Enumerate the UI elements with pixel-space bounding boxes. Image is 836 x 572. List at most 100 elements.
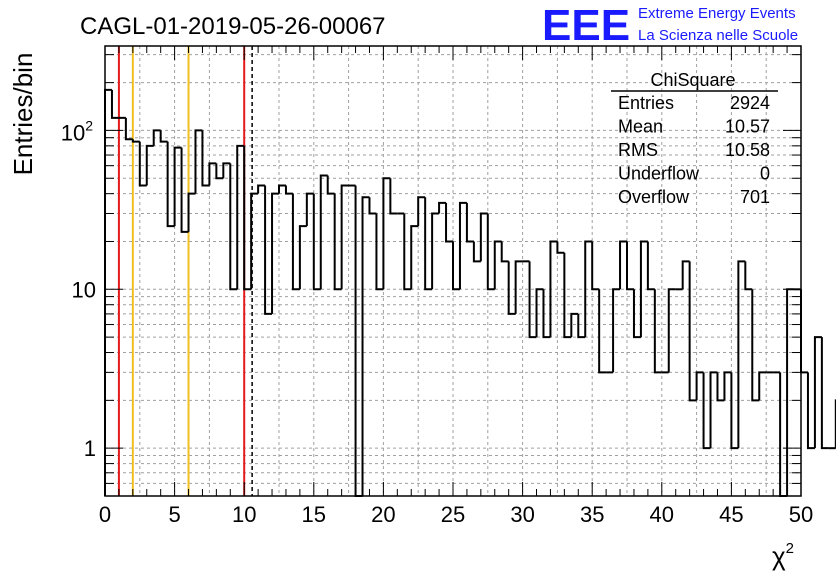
- y-tick-label: 102: [61, 117, 93, 145]
- histogram-bin: [354, 185, 363, 497]
- histogram-bin: [278, 184, 286, 194]
- stats-label: Underflow: [618, 164, 700, 184]
- histogram-bin: [730, 372, 739, 450]
- histogram-bin: [110, 89, 119, 119]
- histogram-bin: [187, 192, 196, 232]
- histogram-bin: [291, 193, 300, 291]
- histogram-bin: [549, 240, 558, 338]
- stats-label: Entries: [618, 93, 674, 113]
- histogram-bin: [173, 146, 182, 227]
- histogram-bin: [166, 141, 175, 228]
- histogram-bin: [319, 174, 328, 290]
- x-axis-label: χ2: [772, 540, 794, 571]
- x-tick-label: 40: [650, 502, 674, 527]
- histogram-bin: [159, 130, 168, 143]
- histogram-bin: [201, 130, 210, 187]
- histogram-bin: [236, 144, 245, 290]
- x-tick-label: 35: [580, 502, 604, 527]
- histogram-bin: [500, 241, 509, 263]
- x-tick-label: 10: [232, 502, 256, 527]
- histogram-bin: [250, 192, 259, 290]
- histogram-bin: [145, 144, 154, 186]
- histogram-bin: [438, 201, 447, 214]
- histogram-bin: [556, 241, 565, 254]
- histogram-bin: [298, 225, 307, 290]
- histogram-bin: [716, 372, 725, 402]
- histogram-bin: [389, 178, 398, 215]
- histogram-bin: [229, 163, 238, 291]
- histogram-bin: [800, 289, 808, 374]
- logo-line-1: Extreme Energy Events: [638, 5, 796, 22]
- histogram-bin: [361, 196, 370, 496]
- histogram-bin: [479, 212, 488, 262]
- histogram-bin: [417, 196, 426, 227]
- histogram-bin: [577, 313, 586, 339]
- histogram-bin: [180, 147, 189, 233]
- histogram-bin: [131, 139, 140, 143]
- histogram-bin: [458, 201, 467, 290]
- stats-value: 2924: [730, 93, 770, 113]
- x-axis-label-chi: χ: [772, 541, 786, 571]
- histogram-bin: [305, 192, 314, 227]
- y-axis-label: Entries/bin: [8, 53, 38, 176]
- histogram-bin: [340, 184, 349, 290]
- stats-value: 10.57: [725, 117, 770, 137]
- histogram-bin: [646, 241, 655, 291]
- histogram-bin: [528, 261, 537, 339]
- stats-value: 0: [760, 164, 770, 184]
- histogram-bin: [744, 261, 753, 291]
- histogram-bin: [626, 241, 634, 291]
- histogram-bin: [632, 289, 641, 339]
- x-tick-label: 30: [510, 502, 534, 527]
- grid-lines: [105, 46, 801, 497]
- histogram-bin: [104, 88, 112, 496]
- stats-label: Mean: [618, 117, 663, 137]
- histogram-bin: [445, 202, 453, 243]
- run-title: CAGL-01-2019-05-26-00067: [80, 13, 386, 40]
- x-tick-label: 5: [168, 502, 180, 527]
- histogram-bin: [333, 193, 342, 291]
- histogram-bin: [486, 213, 495, 291]
- histogram-bin: [688, 261, 697, 402]
- cut-lines: [117, 46, 253, 496]
- logo-line-2: La Scienza nelle Scuole: [638, 27, 798, 44]
- histogram-bin: [452, 241, 460, 291]
- x-tick-label: 25: [441, 502, 465, 527]
- histogram-bin: [222, 162, 231, 179]
- histogram-bin: [591, 241, 600, 291]
- x-tick-label: 20: [371, 502, 395, 527]
- histogram-bin: [723, 371, 732, 401]
- histogram-bin: [737, 260, 746, 449]
- histogram-bin: [758, 371, 767, 401]
- histogram-bin: [681, 260, 690, 290]
- histogram-bin: [257, 184, 266, 194]
- stats-box: ChiSquare Entries 2924 Mean 10.57 RMS 10.58 Un…: [611, 70, 778, 207]
- x-tick-label: 45: [719, 502, 743, 527]
- histogram-bin: [786, 288, 795, 496]
- histogram-bin: [542, 289, 551, 339]
- histogram-bin: [124, 117, 133, 141]
- x-tick-label: 50: [789, 502, 813, 527]
- y-tick-label: 1: [84, 436, 96, 461]
- histogram-bin: [667, 288, 676, 373]
- y-tick-label-base: 10: [61, 120, 85, 145]
- eee-logo-mark: EEE: [542, 1, 630, 50]
- histogram-bin: [403, 213, 412, 291]
- histogram-bin: [284, 185, 293, 195]
- histogram-bin: [152, 129, 161, 146]
- histogram-bin: [751, 289, 760, 402]
- histogram-bin: [709, 371, 718, 449]
- y-tick-label-exp: 2: [85, 117, 93, 133]
- histogram-bin: [410, 225, 419, 290]
- histogram-bin: [507, 261, 516, 315]
- histogram-bin: [695, 371, 704, 401]
- x-tick-label: 15: [302, 502, 326, 527]
- stats-label: Overflow: [618, 187, 690, 207]
- histogram-bin: [813, 336, 822, 449]
- histogram-bin: [138, 141, 147, 187]
- histogram-bin: [382, 177, 391, 290]
- histogram-bin: [570, 312, 579, 338]
- histogram-bin: [584, 240, 593, 338]
